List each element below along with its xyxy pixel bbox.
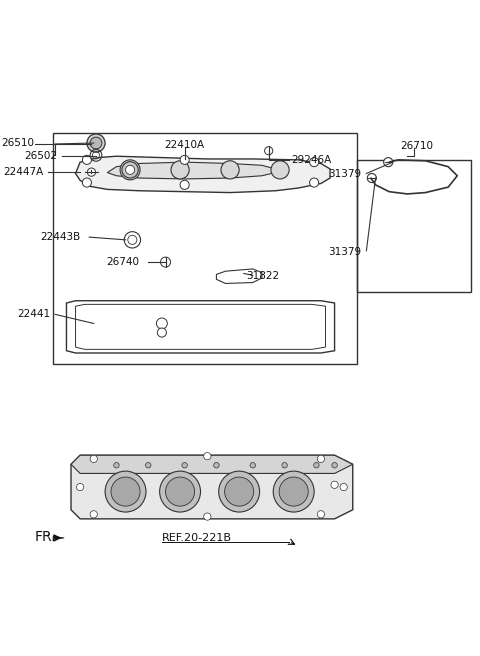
- Circle shape: [214, 462, 219, 468]
- Circle shape: [279, 477, 308, 506]
- Circle shape: [204, 453, 211, 460]
- Circle shape: [171, 161, 189, 179]
- Circle shape: [166, 477, 194, 506]
- Circle shape: [225, 477, 254, 506]
- Text: 26502: 26502: [24, 152, 58, 161]
- Circle shape: [250, 462, 255, 468]
- Text: 26710: 26710: [400, 141, 433, 152]
- Circle shape: [111, 477, 140, 506]
- Circle shape: [317, 510, 324, 518]
- Text: 22441: 22441: [17, 310, 50, 319]
- Circle shape: [90, 510, 97, 518]
- Circle shape: [126, 165, 134, 174]
- Circle shape: [90, 455, 97, 462]
- Circle shape: [367, 173, 376, 182]
- Circle shape: [120, 160, 140, 180]
- Circle shape: [182, 462, 187, 468]
- Circle shape: [271, 161, 289, 179]
- Circle shape: [282, 462, 288, 468]
- Polygon shape: [71, 455, 353, 519]
- Text: FR.: FR.: [35, 530, 56, 544]
- Text: 31822: 31822: [246, 271, 279, 281]
- Text: 31379: 31379: [328, 169, 361, 179]
- Bar: [53, 133, 357, 364]
- Circle shape: [310, 178, 319, 187]
- Text: 26740: 26740: [106, 257, 139, 267]
- Circle shape: [384, 157, 393, 167]
- Text: REF.20-221B: REF.20-221B: [162, 533, 232, 543]
- Bar: [357, 160, 471, 292]
- Text: 31379: 31379: [328, 247, 361, 256]
- Circle shape: [310, 157, 319, 167]
- Circle shape: [157, 328, 167, 337]
- Circle shape: [83, 178, 92, 187]
- Circle shape: [87, 168, 96, 176]
- Circle shape: [273, 471, 314, 512]
- Text: 26510: 26510: [1, 138, 35, 148]
- Circle shape: [76, 483, 84, 491]
- Polygon shape: [108, 162, 276, 179]
- Text: 22447A: 22447A: [3, 167, 44, 177]
- Text: 22410A: 22410A: [165, 140, 204, 150]
- Circle shape: [145, 462, 151, 468]
- Polygon shape: [53, 536, 64, 539]
- Text: 29246A: 29246A: [291, 155, 332, 165]
- Circle shape: [317, 455, 324, 462]
- Circle shape: [87, 134, 105, 152]
- Circle shape: [105, 471, 146, 512]
- Circle shape: [219, 471, 260, 512]
- Circle shape: [221, 161, 239, 179]
- Circle shape: [160, 257, 170, 267]
- Circle shape: [313, 462, 319, 468]
- Circle shape: [122, 161, 138, 178]
- Circle shape: [90, 137, 102, 149]
- Text: 22443B: 22443B: [40, 232, 80, 242]
- Circle shape: [204, 513, 211, 520]
- Circle shape: [180, 180, 189, 190]
- Circle shape: [264, 147, 273, 155]
- Polygon shape: [71, 455, 353, 474]
- Circle shape: [332, 462, 337, 468]
- Circle shape: [114, 462, 119, 468]
- Circle shape: [83, 155, 92, 165]
- Circle shape: [180, 155, 189, 165]
- Circle shape: [340, 483, 348, 491]
- Circle shape: [160, 471, 201, 512]
- Polygon shape: [75, 156, 330, 193]
- Circle shape: [156, 318, 168, 329]
- Circle shape: [331, 481, 338, 489]
